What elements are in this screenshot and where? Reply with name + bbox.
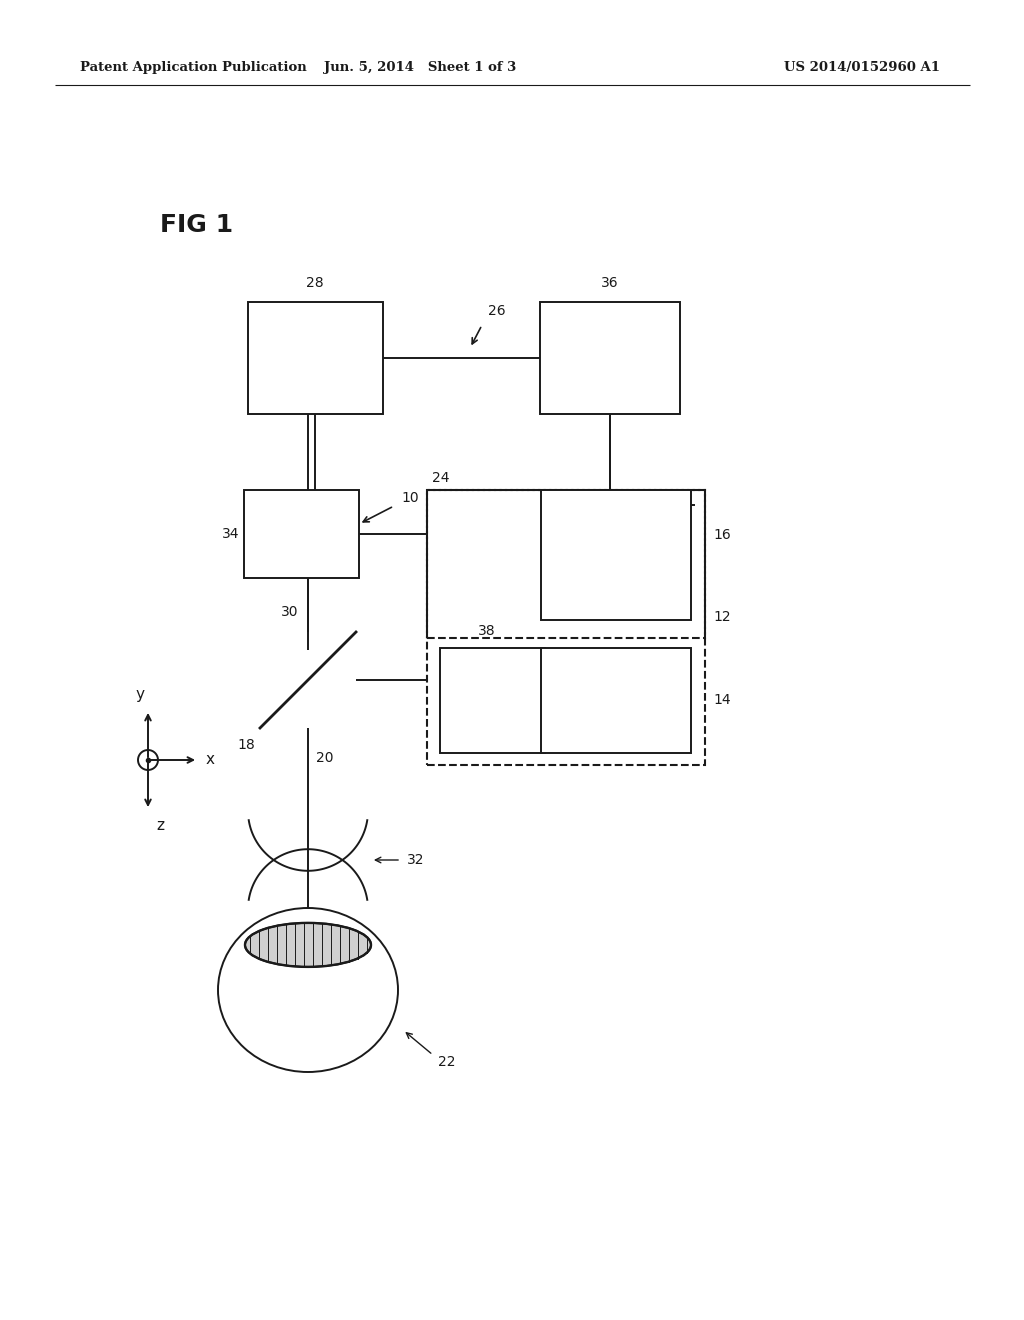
Text: 12: 12 [713,610,731,624]
Ellipse shape [245,923,371,966]
Text: 38: 38 [478,624,496,638]
Text: 20: 20 [316,751,334,766]
Text: 34: 34 [221,527,239,541]
Text: 22: 22 [438,1055,456,1069]
Text: z: z [156,818,164,833]
Ellipse shape [218,908,398,1072]
Text: 16: 16 [713,528,731,543]
Bar [427,490,705,638]
Text: Patent Application Publication: Patent Application Publication [80,62,307,74]
Text: 32: 32 [407,853,425,867]
Text: FIG 1: FIG 1 [160,213,233,238]
Text: y: y [135,686,144,702]
Bar [427,490,705,766]
Text: 36: 36 [601,276,618,290]
Bar [540,302,680,414]
Text: Jun. 5, 2014   Sheet 1 of 3: Jun. 5, 2014 Sheet 1 of 3 [324,62,516,74]
Bar [244,490,359,578]
Bar [440,648,545,752]
Bar [541,490,691,620]
Text: 10: 10 [401,491,419,506]
Text: 26: 26 [488,304,506,318]
Bar [541,648,691,752]
Bar [248,302,383,414]
Text: 14: 14 [713,693,731,708]
Circle shape [138,750,158,770]
Text: US 2014/0152960 A1: US 2014/0152960 A1 [784,62,940,74]
Text: 30: 30 [281,605,298,619]
Text: 24: 24 [432,471,450,484]
Text: 28: 28 [306,276,324,290]
Text: x: x [206,752,215,767]
Text: 18: 18 [238,738,255,752]
